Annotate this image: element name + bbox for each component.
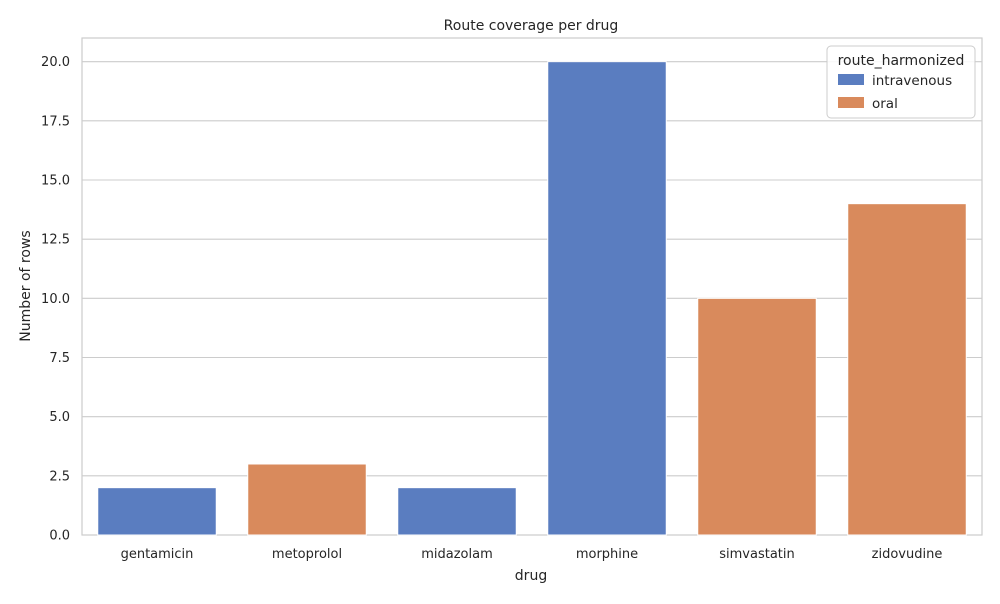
legend-label-oral: oral bbox=[872, 96, 898, 112]
bar-morphine-intravenous bbox=[547, 61, 667, 536]
x-tick-labels: gentamicin metoprolol midazolam morphine sim… bbox=[121, 547, 943, 562]
y-tick-label: 7.5 bbox=[49, 351, 70, 366]
x-tick-label: midazolam bbox=[421, 547, 493, 562]
y-tick-labels: 0.0 2.5 5.0 7.5 10.0 12.5 15.0 17.5 20.0 bbox=[41, 55, 70, 543]
bar-zidovudine-oral bbox=[847, 203, 967, 536]
y-tick-label: 0.0 bbox=[49, 529, 70, 544]
y-tick-label: 17.5 bbox=[41, 114, 70, 129]
y-tick-label: 20.0 bbox=[41, 55, 70, 70]
x-tick-label: morphine bbox=[576, 547, 638, 562]
legend-swatch-oral bbox=[838, 97, 864, 108]
y-tick-label: 15.0 bbox=[41, 174, 70, 189]
x-tick-label: zidovudine bbox=[872, 547, 943, 562]
chart-title: Route coverage per drug bbox=[444, 18, 619, 34]
y-axis-label: Number of rows bbox=[18, 230, 34, 341]
x-tick-label: metoprolol bbox=[272, 547, 342, 562]
legend: route_harmonized intravenous oral bbox=[826, 45, 976, 119]
legend-label-intravenous: intravenous bbox=[872, 73, 952, 89]
bar-metoprolol-oral bbox=[247, 463, 367, 536]
bars bbox=[97, 61, 967, 536]
x-axis-label: drug bbox=[515, 568, 547, 584]
legend-title: route_harmonized bbox=[838, 53, 965, 69]
bar-midazolam-intravenous bbox=[397, 487, 517, 536]
x-tick-label: gentamicin bbox=[121, 547, 194, 562]
y-tick-label: 5.0 bbox=[49, 410, 70, 425]
y-tick-label: 10.0 bbox=[41, 292, 70, 307]
y-tick-label: 12.5 bbox=[41, 233, 70, 248]
bar-gentamicin-intravenous bbox=[97, 487, 217, 536]
legend-swatch-intravenous bbox=[838, 74, 864, 85]
bar-simvastatin-oral bbox=[697, 297, 817, 536]
y-tick-label: 2.5 bbox=[49, 469, 70, 484]
x-tick-label: simvastatin bbox=[719, 547, 795, 562]
